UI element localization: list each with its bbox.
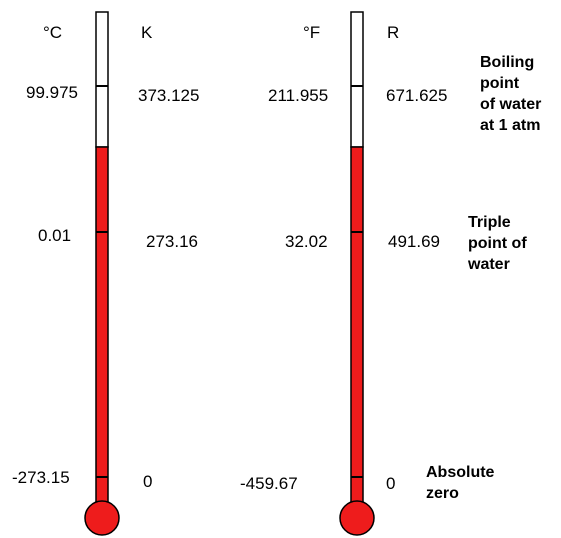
rankine-boiling-value: 671.625 [386, 86, 448, 105]
thermometer-bulb [339, 500, 375, 536]
thermometer-bulb [84, 500, 120, 536]
kelvin-boiling-value: 373.125 [138, 86, 200, 105]
tube-white-part [95, 11, 109, 148]
rankine-zero-value: 0 [386, 474, 396, 493]
celsius-zero-value: -273.15 [12, 468, 70, 487]
unit-label-rankine: R [387, 23, 400, 42]
annotation-boiling-point: Boiling point of water at 1 atm [480, 54, 542, 134]
fahrenheit-triple-value: 32.02 [285, 232, 328, 251]
rankine-triple-value: 491.69 [388, 232, 440, 251]
mercury-column [95, 146, 109, 508]
unit-label-celsius: °C [43, 23, 63, 42]
mercury-column [350, 146, 364, 508]
tube-white-part [350, 11, 364, 148]
thermometer-celsius-kelvin [84, 11, 120, 536]
thermometer-fahrenheit-rankine [339, 11, 375, 536]
unit-label-kelvin: K [141, 23, 153, 42]
kelvin-zero-value: 0 [143, 472, 153, 491]
annotation-absolute-zero: Absolute zero [426, 464, 495, 502]
fahrenheit-boiling-value: 211.955 [268, 86, 329, 105]
celsius-boiling-value: 99.975 [26, 83, 78, 102]
kelvin-triple-value: 273.16 [146, 232, 198, 251]
unit-label-fahrenheit: °F [303, 23, 321, 42]
annotation-triple-point: Triple point of water [468, 214, 527, 273]
fahrenheit-zero-value: -459.67 [240, 474, 298, 493]
celsius-triple-value: 0.01 [38, 226, 72, 245]
